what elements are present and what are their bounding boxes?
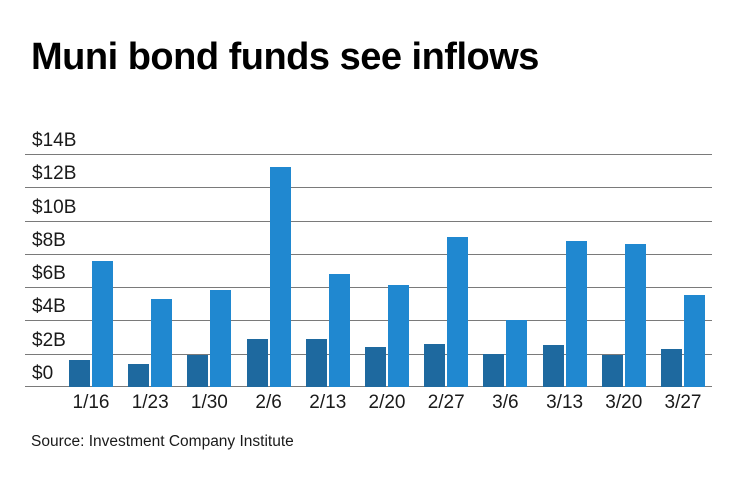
x-axis-tick-label: 3/6 bbox=[492, 392, 519, 413]
bar-dark-blue bbox=[305, 338, 327, 387]
bar-group: 1/30 bbox=[187, 290, 232, 413]
bar-chart: $0 $2B $4B $6B $8B $10B $12B $14B 1/16 1/23 1/30 2/… bbox=[25, 130, 712, 413]
bar-group: 3/13 bbox=[542, 240, 587, 413]
bar-light-blue bbox=[92, 260, 113, 387]
bar-light-blue bbox=[210, 290, 232, 387]
bar-dark-blue bbox=[128, 363, 150, 387]
gridline bbox=[25, 320, 712, 322]
bar-dark-blue bbox=[424, 343, 446, 387]
bar-dark-blue bbox=[483, 353, 505, 387]
chart-title: Muni bond funds see inflows bbox=[31, 36, 539, 78]
gridline bbox=[25, 220, 712, 222]
y-axis-tick-label: $12B bbox=[32, 163, 77, 185]
y-axis-tick-label: $10B bbox=[32, 196, 77, 218]
bar-light-blue bbox=[151, 298, 173, 387]
bar-light-blue bbox=[624, 243, 646, 387]
source-text: Source: Investment Company Institute bbox=[31, 433, 294, 450]
bar-group: 2/27 bbox=[424, 237, 469, 413]
x-axis-tick-label: 1/30 bbox=[190, 392, 228, 413]
x-axis-tick-label: 2/13 bbox=[309, 392, 347, 413]
bar-group: 3/27 bbox=[661, 295, 705, 413]
bar-light-blue bbox=[388, 285, 409, 387]
y-axis-tick-label: $2B bbox=[32, 329, 66, 351]
gridline bbox=[25, 154, 712, 155]
bar-light-blue bbox=[506, 320, 528, 387]
bar-dark-blue bbox=[69, 360, 90, 387]
bar-dark-blue bbox=[246, 338, 268, 387]
bar-dark-blue bbox=[542, 345, 564, 387]
bar-dark-blue bbox=[661, 348, 682, 387]
bar-light-blue bbox=[447, 237, 469, 387]
bar-group: 2/6 bbox=[246, 167, 291, 413]
y-axis-tick-label: $6B bbox=[32, 263, 66, 285]
bar-dark-blue bbox=[601, 355, 623, 387]
y-axis-tick-label: $14B bbox=[32, 130, 77, 151]
bar-group: 3/20 bbox=[601, 243, 646, 413]
x-axis-tick-label: 3/13 bbox=[546, 392, 584, 413]
gridline bbox=[25, 253, 712, 255]
y-axis-tick-label: $4B bbox=[32, 296, 66, 318]
x-axis-tick-label: 1/23 bbox=[131, 392, 169, 413]
bar-group: 3/6 bbox=[483, 320, 528, 413]
gridline bbox=[25, 287, 712, 289]
bar-group: 2/13 bbox=[305, 273, 350, 413]
x-axis-tick-label: 3/27 bbox=[664, 392, 702, 413]
y-axis-tick-label: $0 bbox=[32, 363, 54, 384]
bar-group: 1/16 bbox=[69, 260, 113, 413]
bar-light-blue bbox=[328, 273, 350, 387]
bar-group: 1/23 bbox=[128, 298, 173, 413]
bar-group: 2/20 bbox=[365, 285, 409, 413]
x-axis-tick-label: 2/27 bbox=[427, 392, 465, 413]
bar-dark-blue bbox=[365, 347, 386, 387]
bar-light-blue bbox=[565, 240, 587, 387]
y-axis-tick-label: $8B bbox=[32, 229, 66, 251]
bar-light-blue bbox=[269, 167, 291, 387]
x-axis-tick-label: 2/6 bbox=[255, 392, 282, 413]
bar-dark-blue bbox=[187, 355, 209, 387]
bar-light-blue bbox=[684, 295, 705, 387]
x-axis-tick-label: 1/16 bbox=[72, 392, 110, 413]
x-axis-tick-label: 2/20 bbox=[368, 392, 406, 413]
gridline bbox=[25, 187, 712, 189]
x-axis-tick-label: 3/20 bbox=[605, 392, 643, 413]
